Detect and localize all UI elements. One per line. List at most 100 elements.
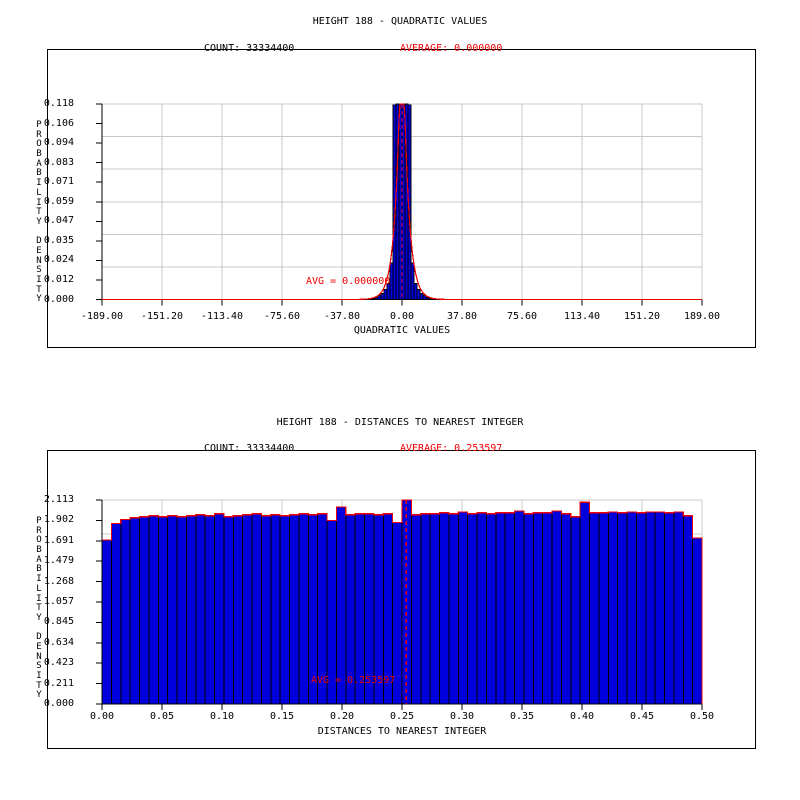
y-axis-title-letter: R [36, 525, 42, 536]
y-tick-label: 0.059 [43, 195, 74, 207]
y-tick-label: 0.047 [43, 215, 74, 227]
bottom-chart-title: HEIGHT 188 - DISTANCES TO NEAREST INTEGE… [276, 417, 524, 428]
bottom-chart-frame [47, 450, 756, 749]
y-axis-title-letter: I [36, 275, 42, 285]
x-tick-label: 0.35 [509, 711, 535, 722]
bottom-count-label: COUNT: 33334400 [204, 443, 295, 454]
y-axis-title-letter: Y [36, 690, 42, 701]
y-axis-title-letter: L [36, 187, 42, 198]
y-axis-title-letter: R [36, 129, 42, 140]
x-tick-label: 113.40 [563, 311, 601, 322]
y-tick-label: 0.634 [43, 636, 74, 648]
y-axis-title-letter: T [36, 680, 42, 691]
y-axis-title-letter: T [36, 207, 42, 218]
y-axis-title-letter: Y [36, 612, 42, 623]
y-axis-title-letter: B [36, 168, 42, 179]
y-tick-label: 1.057 [43, 596, 74, 607]
y-tick-label: 2.113 [43, 494, 74, 505]
x-tick-label: 0.25 [389, 711, 415, 722]
y-axis-title-letter: B [36, 564, 42, 575]
y-axis-title-letter: P [36, 516, 42, 526]
bottom-xaxis-title: DISTANCES TO NEAREST INTEGER [317, 726, 487, 737]
x-tick-label: 0.00 [89, 711, 115, 722]
y-axis-title-letter: D [36, 632, 42, 643]
x-tick-label: 0.20 [329, 711, 355, 722]
y-axis-title-letter: E [36, 245, 42, 256]
x-tick-label: -189.00 [80, 311, 124, 322]
y-axis-title-letter: O [36, 535, 42, 546]
y-axis-title-letter: B [36, 149, 42, 160]
x-tick-label: 0.45 [629, 711, 655, 722]
histogram-bar [410, 262, 415, 300]
y-tick-label: 0.024 [43, 254, 74, 266]
y-tick-label: 0.118 [43, 98, 74, 109]
y-axis-title-letter: N [36, 651, 42, 662]
y-axis-title-letter: S [36, 265, 42, 276]
y-axis-title-letter: Y [36, 216, 42, 227]
bottom-average-label: AVERAGE: 0.253597 [400, 443, 503, 454]
x-tick-label: 189.00 [683, 311, 721, 322]
x-tick-label: -113.40 [200, 311, 244, 322]
y-tick-label: 0.423 [43, 657, 74, 669]
y-axis-title-letter: I [36, 671, 42, 681]
y-axis-title-letter: B [36, 545, 42, 556]
top-chart-frame [47, 49, 756, 348]
y-axis-title-letter: I [36, 197, 42, 208]
x-tick-label: 0.15 [269, 711, 295, 722]
y-axis-title-letter: P [36, 120, 42, 130]
y-tick-label: 0.845 [43, 616, 74, 628]
bin-trace-curve [102, 499, 703, 704]
y-tick-label: 1.902 [43, 514, 74, 526]
y-tick-label: 0.012 [43, 273, 74, 285]
y-axis-title-letter: D [36, 236, 42, 247]
x-tick-label: 0.40 [569, 711, 595, 722]
x-tick-label: 0.10 [209, 711, 235, 722]
y-tick-label: 0.083 [43, 156, 74, 168]
top-chart-plot [96, 103, 703, 306]
y-tick-label: 0.094 [43, 137, 74, 149]
x-tick-label: 151.20 [623, 311, 661, 322]
x-tick-label: -37.80 [323, 311, 361, 322]
histogram-bar [428, 298, 433, 300]
y-axis-title-letter: E [36, 641, 42, 652]
y-axis-title-letter: N [36, 255, 42, 266]
top-count-label: COUNT: 33334400 [204, 43, 295, 54]
y-tick-label: 0.000 [43, 293, 74, 305]
y-axis-title-letter: I [36, 574, 42, 585]
y-tick-label: 0.106 [43, 117, 74, 129]
y-tick-label: 0.211 [43, 677, 74, 689]
y-axis-title-letter: O [36, 139, 42, 150]
y-axis-title-letter: Y [36, 294, 42, 305]
y-tick-label: 0.000 [43, 698, 74, 709]
x-tick-label: -75.60 [263, 311, 301, 322]
x-tick-label: 0.00 [389, 311, 415, 322]
x-tick-label: 37.80 [446, 311, 478, 322]
top-chart-title: HEIGHT 188 - QUADRATIC VALUES [312, 16, 488, 27]
y-axis-title-letter: A [36, 554, 42, 565]
y-axis-title-letter: T [36, 603, 42, 614]
y-axis-title-letter: A [36, 158, 42, 169]
y-tick-label: 1.479 [43, 555, 74, 567]
top-avg-annotation: AVG = 0.000000 [306, 276, 391, 287]
x-tick-label: 0.50 [689, 711, 715, 722]
x-tick-label: -151.20 [140, 311, 184, 322]
y-tick-label: 0.035 [43, 234, 74, 246]
x-tick-label: 75.60 [506, 311, 538, 322]
bottom-chart-plot [96, 499, 703, 710]
x-tick-label: 0.30 [449, 711, 475, 722]
y-axis-title-letter: L [36, 583, 42, 594]
y-tick-label: 0.071 [43, 176, 74, 188]
top-xaxis-title: QUADRATIC VALUES [353, 325, 451, 336]
top-average-label: AVERAGE: 0.000000 [400, 43, 503, 54]
x-tick-label: 0.05 [149, 711, 175, 722]
histogram-bars [101, 499, 703, 705]
y-axis-title-letter: I [36, 178, 42, 189]
bottom-avg-annotation: AVG = 0.253597 [311, 675, 396, 686]
y-axis-title-letter: S [36, 661, 42, 672]
y-axis-title-letter: T [36, 284, 42, 295]
y-axis-title-letter: I [36, 593, 42, 604]
